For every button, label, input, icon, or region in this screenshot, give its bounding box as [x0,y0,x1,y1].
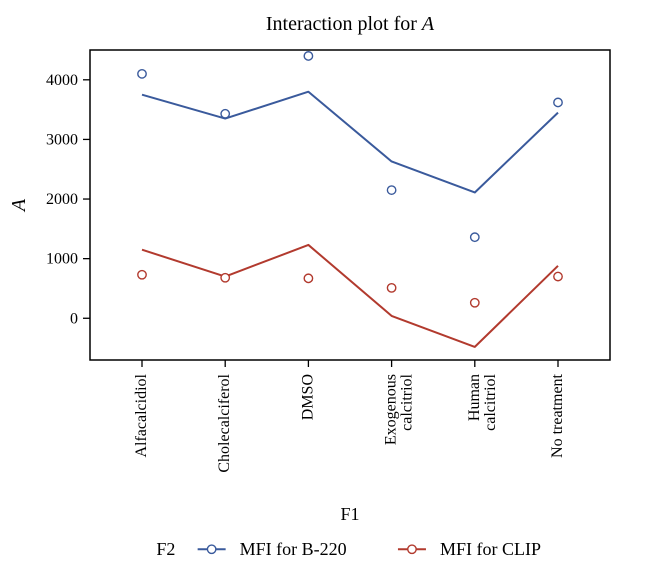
series-point [304,52,312,60]
series-point [138,70,146,78]
series-point [471,299,479,307]
y-tick-label: 1000 [46,251,78,268]
x-tick-label: No treatment [549,373,566,458]
series-point [221,274,229,282]
x-tick-label: DMSO [299,374,316,420]
chart-title: Interaction plot for A [266,13,435,35]
x-tick-label: Humancalcitriol [466,373,499,430]
series-point [387,186,395,194]
interaction-plot: Interaction plot for A 0 1000 2000 3000 4000 A… [0,0,664,583]
series-point [304,274,312,282]
y-tick-label: 2000 [46,191,78,208]
y-tick-label: 3000 [46,131,78,148]
y-axis-label: A [8,198,30,213]
legend-title: F2 [156,539,175,559]
legend-marker [207,545,215,553]
y-tick-label: 4000 [46,72,78,89]
series-point [387,284,395,292]
series-line [142,92,558,193]
x-axis-label: F1 [340,504,359,524]
series-point [138,271,146,279]
series-point [554,98,562,106]
series-point [471,233,479,241]
y-tick-label: 0 [70,310,78,327]
x-tick-label: Cholecalciferol [216,373,233,472]
series-line [142,245,558,347]
legend-marker [408,545,416,553]
plot-frame [90,50,610,360]
series-point [221,110,229,118]
x-tick-label: Exogenouscalcitriol [383,373,416,445]
x-tick-label: Alfacalcidiol [133,373,150,457]
series-point [554,272,562,280]
legend-label: MFI for B-220 [240,539,347,559]
legend-label: MFI for CLIP [440,539,541,559]
